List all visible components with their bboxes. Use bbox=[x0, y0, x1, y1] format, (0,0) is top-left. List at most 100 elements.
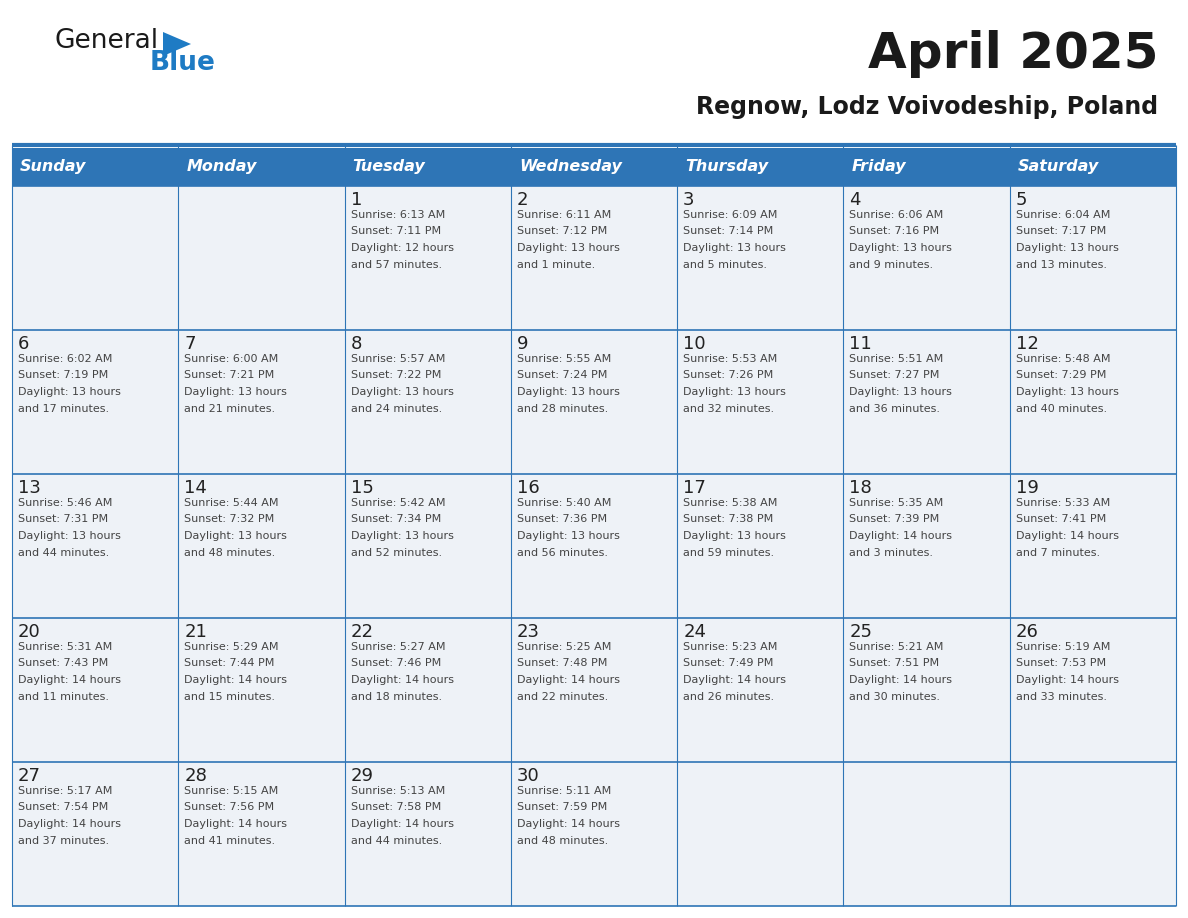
Text: Daylight: 13 hours: Daylight: 13 hours bbox=[849, 387, 953, 397]
Bar bbox=[178, 330, 345, 474]
Text: Sunset: 7:24 PM: Sunset: 7:24 PM bbox=[517, 371, 607, 380]
Text: Sunset: 7:11 PM: Sunset: 7:11 PM bbox=[350, 227, 441, 237]
Text: 12: 12 bbox=[1016, 335, 1038, 353]
Text: Sunrise: 5:25 AM: Sunrise: 5:25 AM bbox=[517, 642, 612, 652]
Text: and 48 minutes.: and 48 minutes. bbox=[517, 835, 608, 845]
Text: 19: 19 bbox=[1016, 479, 1038, 497]
Text: Friday: Friday bbox=[852, 160, 906, 174]
Text: 4: 4 bbox=[849, 191, 861, 209]
Text: Daylight: 13 hours: Daylight: 13 hours bbox=[517, 387, 620, 397]
Text: Daylight: 13 hours: Daylight: 13 hours bbox=[1016, 387, 1119, 397]
Text: Sunrise: 6:11 AM: Sunrise: 6:11 AM bbox=[517, 210, 611, 220]
Text: Sunset: 7:32 PM: Sunset: 7:32 PM bbox=[184, 514, 274, 524]
Text: 23: 23 bbox=[517, 623, 539, 641]
Text: 16: 16 bbox=[517, 479, 539, 497]
Text: 8: 8 bbox=[350, 335, 362, 353]
Text: Sunrise: 6:00 AM: Sunrise: 6:00 AM bbox=[184, 354, 278, 364]
Bar bbox=[843, 186, 1010, 330]
Text: Sunset: 7:12 PM: Sunset: 7:12 PM bbox=[517, 227, 607, 237]
Text: 29: 29 bbox=[350, 767, 373, 785]
Text: 28: 28 bbox=[184, 767, 207, 785]
Text: and 26 minutes.: and 26 minutes. bbox=[683, 691, 775, 701]
Bar bbox=[12, 186, 178, 330]
Polygon shape bbox=[163, 32, 191, 56]
Text: 18: 18 bbox=[849, 479, 872, 497]
Text: Daylight: 13 hours: Daylight: 13 hours bbox=[849, 243, 953, 253]
Text: and 48 minutes.: and 48 minutes. bbox=[184, 547, 276, 557]
Text: Tuesday: Tuesday bbox=[353, 160, 425, 174]
Text: Sunday: Sunday bbox=[20, 160, 87, 174]
Bar bbox=[677, 474, 843, 618]
Text: Daylight: 14 hours: Daylight: 14 hours bbox=[849, 531, 953, 541]
Text: Sunrise: 6:02 AM: Sunrise: 6:02 AM bbox=[18, 354, 113, 364]
Text: Blue: Blue bbox=[150, 50, 216, 76]
Text: Sunset: 7:48 PM: Sunset: 7:48 PM bbox=[517, 658, 607, 668]
Bar bbox=[178, 186, 345, 330]
Bar bbox=[511, 618, 677, 762]
Text: Daylight: 13 hours: Daylight: 13 hours bbox=[350, 387, 454, 397]
Bar bbox=[12, 474, 178, 618]
Bar bbox=[511, 148, 677, 186]
Text: Daylight: 14 hours: Daylight: 14 hours bbox=[1016, 531, 1119, 541]
Text: 10: 10 bbox=[683, 335, 706, 353]
Text: Daylight: 13 hours: Daylight: 13 hours bbox=[683, 531, 786, 541]
Text: Sunset: 7:17 PM: Sunset: 7:17 PM bbox=[1016, 227, 1106, 237]
Text: Sunset: 7:59 PM: Sunset: 7:59 PM bbox=[517, 802, 607, 812]
Text: Wednesday: Wednesday bbox=[519, 160, 621, 174]
Text: 7: 7 bbox=[184, 335, 196, 353]
Text: Sunrise: 5:51 AM: Sunrise: 5:51 AM bbox=[849, 354, 943, 364]
Text: and 37 minutes.: and 37 minutes. bbox=[18, 835, 109, 845]
Text: Daylight: 14 hours: Daylight: 14 hours bbox=[517, 819, 620, 829]
Text: Sunset: 7:53 PM: Sunset: 7:53 PM bbox=[1016, 658, 1106, 668]
Text: Daylight: 14 hours: Daylight: 14 hours bbox=[683, 675, 786, 685]
Text: and 17 minutes.: and 17 minutes. bbox=[18, 404, 109, 413]
Text: Sunrise: 5:29 AM: Sunrise: 5:29 AM bbox=[184, 642, 279, 652]
Text: 2: 2 bbox=[517, 191, 529, 209]
Text: Sunrise: 6:13 AM: Sunrise: 6:13 AM bbox=[350, 210, 444, 220]
Bar bbox=[178, 762, 345, 906]
Text: Daylight: 14 hours: Daylight: 14 hours bbox=[517, 675, 620, 685]
Text: Sunrise: 5:57 AM: Sunrise: 5:57 AM bbox=[350, 354, 446, 364]
Text: and 44 minutes.: and 44 minutes. bbox=[18, 547, 109, 557]
Text: Daylight: 13 hours: Daylight: 13 hours bbox=[1016, 243, 1119, 253]
Text: Sunset: 7:19 PM: Sunset: 7:19 PM bbox=[18, 371, 108, 380]
Bar bbox=[345, 474, 511, 618]
Text: 20: 20 bbox=[18, 623, 40, 641]
Text: and 44 minutes.: and 44 minutes. bbox=[350, 835, 442, 845]
Text: 9: 9 bbox=[517, 335, 529, 353]
Text: Daylight: 13 hours: Daylight: 13 hours bbox=[683, 243, 786, 253]
Text: 17: 17 bbox=[683, 479, 706, 497]
Bar bbox=[1010, 762, 1176, 906]
Text: and 56 minutes.: and 56 minutes. bbox=[517, 547, 608, 557]
Text: and 36 minutes.: and 36 minutes. bbox=[849, 404, 941, 413]
Text: Sunrise: 5:44 AM: Sunrise: 5:44 AM bbox=[184, 498, 279, 508]
Bar bbox=[1010, 148, 1176, 186]
Text: and 22 minutes.: and 22 minutes. bbox=[517, 691, 608, 701]
Text: Sunrise: 5:33 AM: Sunrise: 5:33 AM bbox=[1016, 498, 1110, 508]
Text: and 18 minutes.: and 18 minutes. bbox=[350, 691, 442, 701]
Text: and 33 minutes.: and 33 minutes. bbox=[1016, 691, 1107, 701]
Text: Sunset: 7:54 PM: Sunset: 7:54 PM bbox=[18, 802, 108, 812]
Text: 26: 26 bbox=[1016, 623, 1038, 641]
Bar bbox=[12, 330, 178, 474]
Text: Daylight: 14 hours: Daylight: 14 hours bbox=[849, 675, 953, 685]
Text: Sunrise: 5:19 AM: Sunrise: 5:19 AM bbox=[1016, 642, 1110, 652]
Text: Sunrise: 6:04 AM: Sunrise: 6:04 AM bbox=[1016, 210, 1110, 220]
Bar bbox=[843, 474, 1010, 618]
Text: Sunrise: 5:15 AM: Sunrise: 5:15 AM bbox=[184, 786, 278, 796]
Text: 22: 22 bbox=[350, 623, 373, 641]
Text: 14: 14 bbox=[184, 479, 207, 497]
Bar bbox=[843, 618, 1010, 762]
Bar bbox=[345, 618, 511, 762]
Text: and 59 minutes.: and 59 minutes. bbox=[683, 547, 775, 557]
Text: 5: 5 bbox=[1016, 191, 1028, 209]
Text: 11: 11 bbox=[849, 335, 872, 353]
Text: Monday: Monday bbox=[187, 160, 257, 174]
Text: and 5 minutes.: and 5 minutes. bbox=[683, 260, 767, 270]
Bar bbox=[843, 330, 1010, 474]
Text: 24: 24 bbox=[683, 623, 706, 641]
Text: April 2025: April 2025 bbox=[867, 30, 1158, 78]
Text: Sunrise: 5:31 AM: Sunrise: 5:31 AM bbox=[18, 642, 112, 652]
Text: 3: 3 bbox=[683, 191, 695, 209]
Text: Sunrise: 5:13 AM: Sunrise: 5:13 AM bbox=[350, 786, 444, 796]
